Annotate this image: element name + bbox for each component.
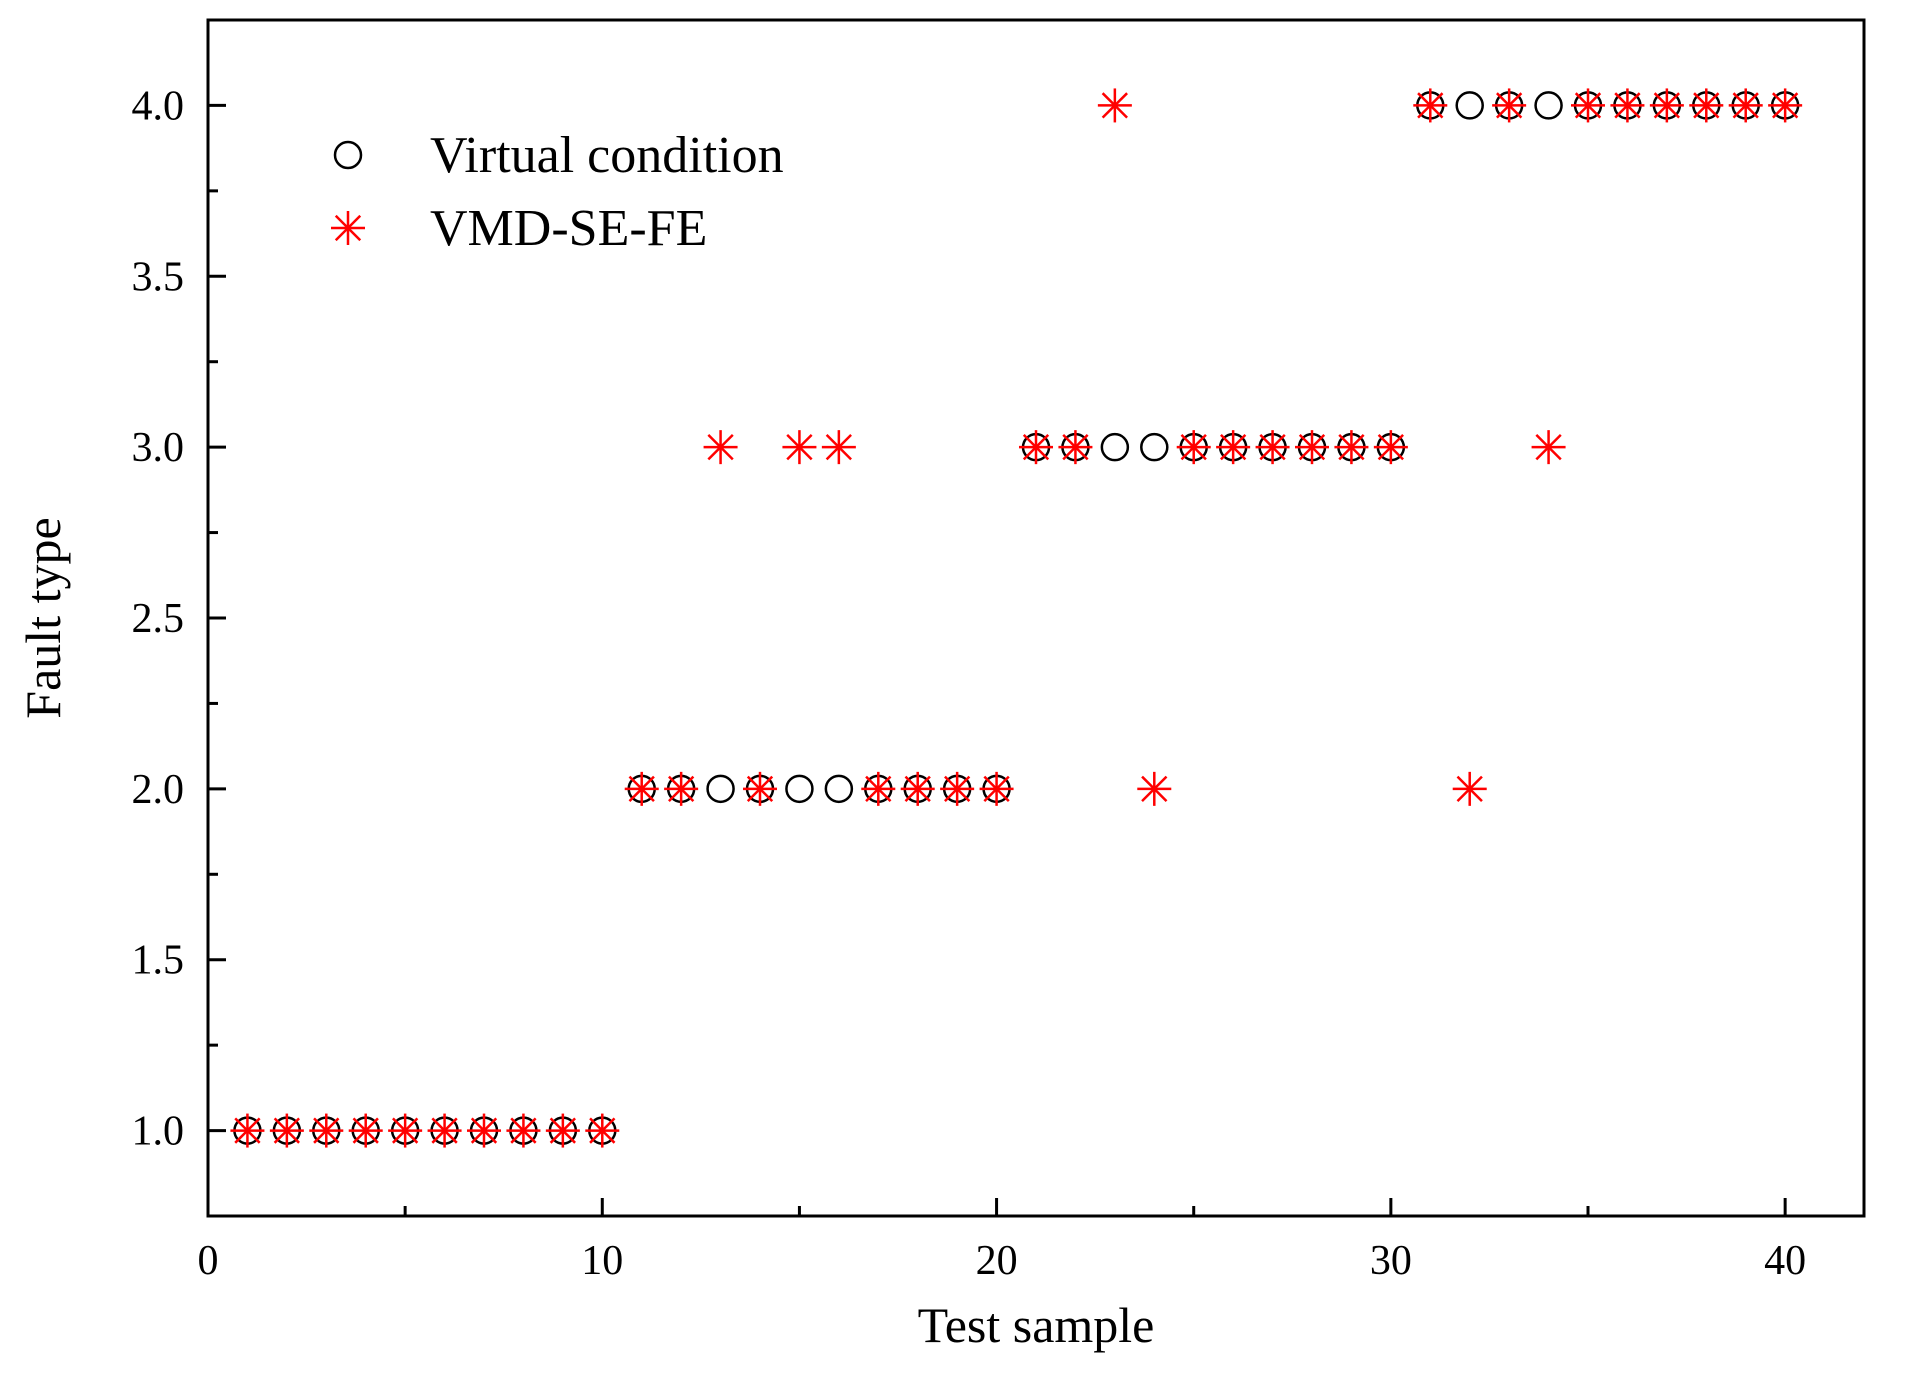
y-tick-label: 1.0 (132, 1109, 185, 1155)
x-tick-label: 30 (1370, 1238, 1412, 1284)
point-vmd-se-fe (743, 771, 777, 806)
y-tick-label: 2.0 (132, 767, 185, 813)
point-vmd-se-fe (1413, 88, 1448, 123)
point-vmd-se-fe (1255, 430, 1290, 465)
x-tick-label: 0 (198, 1238, 219, 1284)
point-vmd-se-fe (1137, 771, 1172, 806)
point-vmd-se-fe (624, 771, 659, 806)
x-tick-label: 20 (976, 1238, 1018, 1284)
legend-label-vmd-se-fe: VMD-SE-FE (430, 200, 707, 257)
point-vmd-se-fe (1531, 430, 1566, 465)
x-axis-title: Test sample (918, 1297, 1155, 1353)
point-virtual-condition (1534, 91, 1563, 120)
point-vmd-se-fe (1689, 88, 1724, 123)
point-vmd-se-fe (703, 430, 738, 465)
point-vmd-se-fe (1097, 88, 1132, 123)
point-virtual-condition (1100, 432, 1130, 462)
point-virtual-condition (1140, 432, 1169, 462)
point-vmd-se-fe (388, 1113, 423, 1148)
point-vmd-se-fe (1373, 430, 1408, 465)
point-virtual-condition (785, 774, 814, 804)
point-vmd-se-fe (979, 771, 1014, 806)
point-vmd-se-fe (545, 1113, 580, 1148)
point-vmd-se-fe (269, 1113, 304, 1148)
y-tick-label: 3.0 (132, 425, 185, 471)
axis-tick-labels: 0 10 20 30 40 1.0 1.5 2.0 2.5 3.0 3.5 4.0 (132, 83, 1807, 1284)
point-vmd-se-fe (1058, 430, 1093, 465)
point-vmd-se-fe (427, 1113, 462, 1148)
legend-label-virtual-condition: Virtual condition (430, 127, 784, 184)
point-virtual-condition (824, 774, 854, 804)
y-axis-title: Fault type (15, 517, 71, 718)
x-tick-label: 40 (1764, 1238, 1806, 1284)
y-tick-label: 4.0 (132, 83, 185, 129)
point-vmd-se-fe (1216, 430, 1251, 465)
legend-star (331, 211, 365, 245)
point-vmd-se-fe (309, 1113, 344, 1148)
legend-marker-virtual-condition (333, 140, 363, 170)
point-vmd-se-fe (1019, 430, 1053, 465)
point-vmd-se-fe (1728, 88, 1763, 123)
point-vmd-se-fe (1610, 88, 1645, 123)
point-vmd-se-fe (664, 771, 699, 806)
point-vmd-se-fe (1295, 430, 1329, 465)
point-vmd-se-fe (230, 1113, 265, 1148)
point-vmd-se-fe (821, 430, 856, 465)
point-vmd-se-fe (1492, 88, 1527, 123)
point-vmd-se-fe (1571, 88, 1605, 123)
point-vmd-se-fe (900, 771, 935, 806)
point-vmd-se-fe (348, 1113, 383, 1148)
y-tick-label: 2.5 (132, 596, 185, 642)
point-vmd-se-fe (1334, 430, 1369, 465)
legend: Virtual condition VMD-SE-FE (331, 127, 784, 257)
y-tick-label: 3.5 (132, 254, 185, 300)
point-vmd-se-fe (1768, 88, 1803, 123)
y-tick-label: 1.5 (132, 938, 185, 984)
point-vmd-se-fe (467, 1113, 501, 1148)
point-virtual-condition (706, 774, 735, 804)
point-vmd-se-fe (1176, 430, 1211, 465)
point-vmd-se-fe (585, 1113, 620, 1148)
data-marks (230, 88, 1803, 1148)
point-vmd-se-fe (940, 771, 975, 806)
point-vmd-se-fe (1452, 771, 1487, 806)
point-vmd-se-fe (782, 430, 817, 465)
point-vmd-se-fe (506, 1113, 541, 1148)
x-tick-label: 10 (581, 1238, 623, 1284)
point-virtual-condition (1455, 91, 1484, 120)
point-vmd-se-fe (861, 771, 896, 806)
point-vmd-se-fe (1649, 88, 1684, 123)
legend-marker-vmd-se-fe (331, 211, 365, 245)
axis-ticks (206, 18, 1787, 1218)
